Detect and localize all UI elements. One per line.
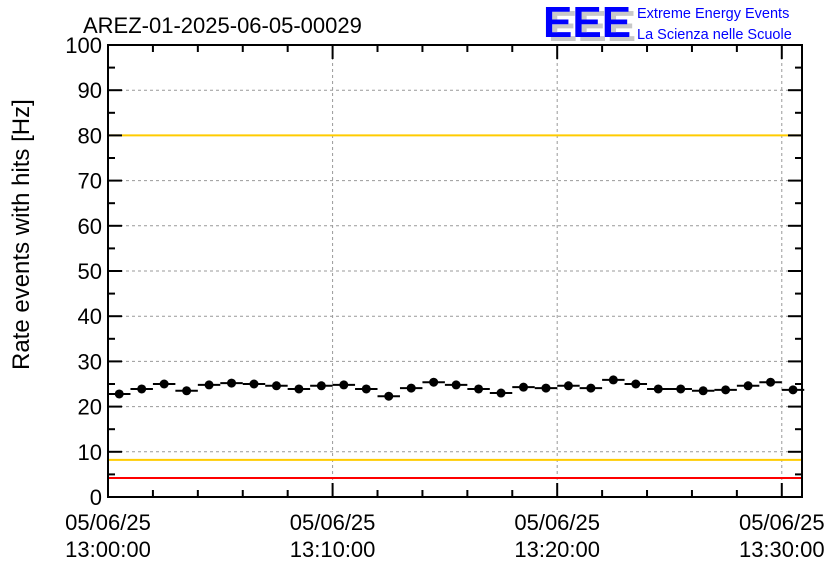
x-tick-date: 05/06/25 — [514, 510, 600, 535]
data-point — [114, 389, 124, 399]
x-tick-date: 05/06/25 — [290, 510, 376, 535]
data-point — [519, 382, 529, 392]
y-tick-label: 70 — [78, 169, 102, 194]
data-point — [227, 378, 237, 388]
data-point — [474, 384, 484, 394]
data-point — [137, 384, 147, 394]
data-point — [339, 380, 349, 390]
data-point — [608, 375, 618, 385]
data-point — [586, 383, 596, 393]
logo-line2: La Scienza nelle Scuole — [637, 27, 792, 43]
data-point — [384, 391, 394, 401]
data-point — [406, 383, 416, 393]
data-point — [563, 381, 573, 391]
data-point — [204, 380, 214, 390]
data-point — [788, 385, 798, 395]
data-point — [766, 377, 776, 387]
logo-line1: Extreme Energy Events — [637, 6, 789, 22]
data-point — [451, 380, 461, 390]
data-point — [294, 384, 304, 394]
y-tick-label: 80 — [78, 123, 102, 148]
data-point — [631, 379, 641, 389]
data-point — [698, 386, 708, 396]
y-tick-label: 60 — [78, 214, 102, 239]
y-tick-label: 100 — [65, 33, 102, 58]
x-tick-time: 13:00:00 — [65, 537, 151, 562]
x-tick-date: 05/06/25 — [65, 510, 151, 535]
data-point — [721, 385, 731, 395]
y-tick-label: 40 — [78, 304, 102, 329]
data-point — [676, 384, 686, 394]
y-tick-label: 90 — [78, 78, 102, 103]
plot-frame — [107, 44, 803, 498]
y-tick-label: 0 — [90, 485, 102, 510]
data-point — [271, 381, 281, 391]
data-point — [743, 381, 753, 391]
data-point — [429, 377, 439, 387]
y-tick-label: 20 — [78, 395, 102, 420]
x-tick-time: 13:10:00 — [290, 537, 376, 562]
data-point — [182, 386, 192, 396]
data-point — [316, 381, 326, 391]
x-tick-date: 05/06/25 — [739, 510, 825, 535]
data-point — [541, 383, 551, 393]
data-point — [496, 388, 506, 398]
y-tick-label: 10 — [78, 440, 102, 465]
y-axis-label: Rate events with hits [Hz] — [8, 99, 35, 370]
data-point — [653, 384, 663, 394]
logo-letters: EEE — [543, 0, 631, 47]
chart-title: AREZ-01-2025-06-05-00029 — [83, 13, 362, 38]
eee-logo: EEE Extreme Energy Events La Scienza nel… — [543, 0, 792, 47]
data-point — [361, 384, 371, 394]
y-tick-label: 30 — [78, 349, 102, 374]
y-tick-label: 50 — [78, 259, 102, 284]
data-point — [249, 379, 259, 389]
x-tick-time: 13:30:00 — [739, 537, 825, 562]
data-point — [159, 379, 169, 389]
x-tick-time: 13:20:00 — [514, 537, 600, 562]
